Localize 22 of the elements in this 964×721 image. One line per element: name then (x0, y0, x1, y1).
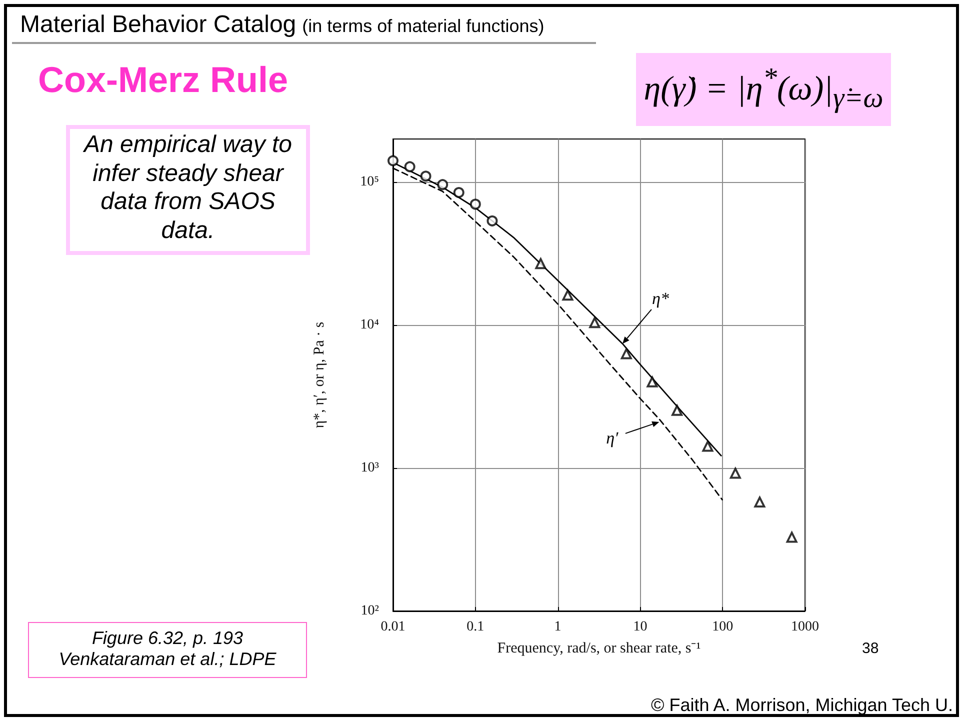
y-tick-label: 10³ (360, 460, 379, 476)
x-axis-title: Frequency, rad/s, or shear rate, s⁻¹ (497, 640, 701, 656)
annotation: η′ (606, 428, 619, 448)
x-tick-label: 10 (633, 620, 648, 634)
text: An empirical way to infer steady shear data from SAOS data. (66, 125, 310, 255)
text: © Faith A. Morrison, Michigan Tech U. (650, 695, 953, 716)
annotation: η* (652, 289, 670, 308)
text: η(γ̇) = |η$^{*}$(ω)|$_{γ̇=ω}$ (644, 63, 884, 116)
y-axis-title: η*, η′, or η, Pa · s (312, 322, 328, 428)
y-tick-label: 10⁴ (360, 318, 380, 333)
x-tick-label: 1 (554, 620, 562, 634)
x-tick-label: 0.01 (380, 620, 406, 634)
x-tick-label: 1000 (791, 620, 819, 634)
text: (in terms of material functions) (302, 16, 544, 37)
chart-title: Cox-Merz Rule (38, 58, 288, 102)
text: Material Behavior Catalog (20, 11, 296, 39)
x-tick-label: 100 (712, 620, 734, 634)
y-tick-label: 10² (360, 604, 379, 618)
x-tick-label: 0.1 (466, 620, 484, 634)
caption: Figure 6.32, p. 193 Venkataraman et al.; LDPE (28, 622, 307, 678)
y-tick-label: 10⁵ (360, 174, 380, 190)
text: 38 (862, 640, 879, 657)
